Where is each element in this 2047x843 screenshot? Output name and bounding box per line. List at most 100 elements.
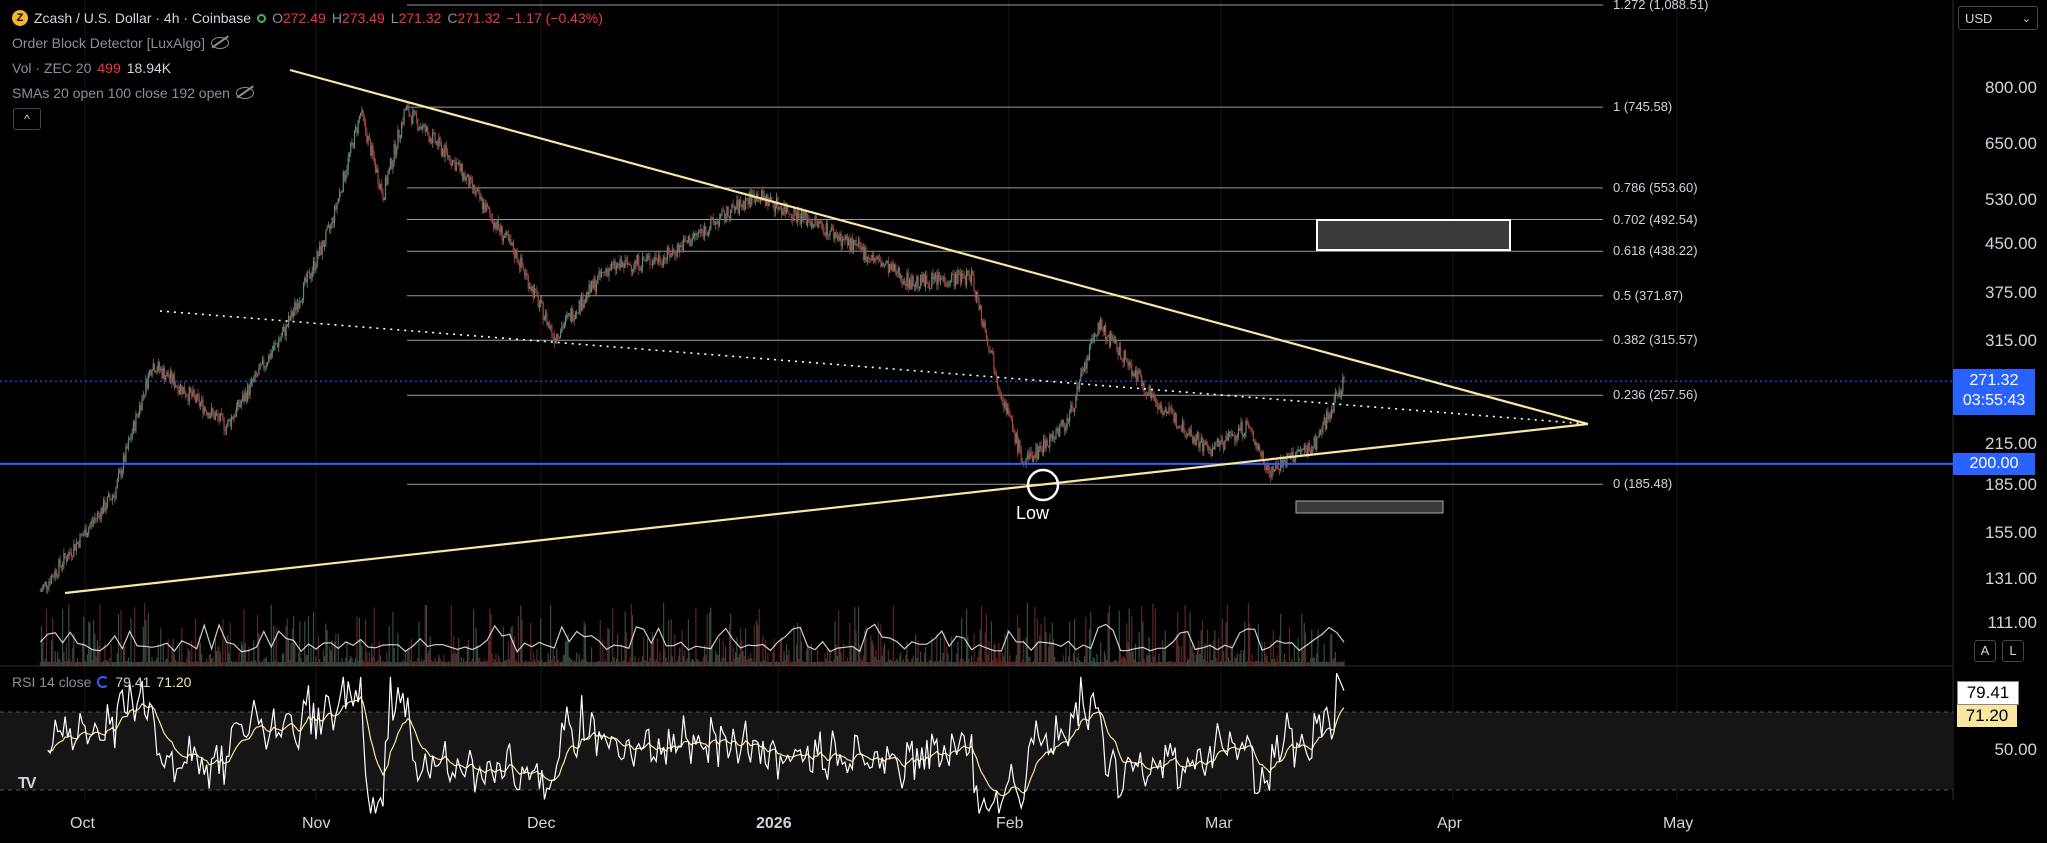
candle-body <box>55 569 58 576</box>
log-scale-button[interactable]: L <box>2002 640 2024 662</box>
collapse-legend-button[interactable]: ^ <box>13 108 41 130</box>
volume-bar <box>160 628 162 666</box>
order-block-legend[interactable]: Order Block Detector [LuxAlgo] <box>12 35 229 51</box>
candle-body <box>58 559 60 576</box>
volume-bar <box>600 661 603 666</box>
candle-body <box>1249 427 1251 429</box>
candle-body <box>1020 448 1022 463</box>
candle-body <box>623 262 625 268</box>
candle-body <box>926 275 928 284</box>
candle-body <box>666 247 668 260</box>
candle-body <box>193 390 195 396</box>
volume-bar <box>1102 661 1104 666</box>
candle-body <box>869 258 871 260</box>
candle-body <box>629 264 631 266</box>
rsi-legend[interactable]: RSI 14 close 79.41 71.20 <box>12 674 191 690</box>
auto-scale-button[interactable]: A <box>1974 640 1996 662</box>
volume-bar <box>466 644 469 666</box>
candle-body <box>253 377 255 383</box>
candle-body <box>301 299 303 302</box>
candle-body <box>366 131 368 143</box>
volume-bar <box>793 625 795 666</box>
candle-body <box>248 385 250 396</box>
rsi-line <box>47 672 1345 814</box>
candle-body <box>321 241 323 255</box>
candle-body <box>1114 340 1117 343</box>
candle-body <box>360 113 362 117</box>
volume-bar <box>686 658 688 666</box>
candle-body <box>1047 445 1050 448</box>
candle-body <box>378 183 380 189</box>
candle-body <box>816 220 819 228</box>
volume-bar <box>53 661 55 666</box>
volume-bar <box>425 604 428 666</box>
volume-legend[interactable]: Vol · ZEC 20 499 18.94K <box>12 60 171 76</box>
volume-bar <box>1240 650 1242 666</box>
candle-body <box>1328 414 1330 420</box>
volume-bar <box>367 662 369 666</box>
candle-body <box>790 214 793 219</box>
volume-bar <box>610 661 613 666</box>
candle-body <box>821 223 824 228</box>
candle-body <box>469 177 471 187</box>
currency-select[interactable]: USD ⌄ <box>1958 6 2038 30</box>
fib-level-label: 1.272 (1,088.51) <box>1613 0 1709 12</box>
volume-bar <box>648 661 650 666</box>
hidden-eye-icon[interactable] <box>210 37 229 49</box>
candle-body <box>297 303 300 309</box>
volume-bar <box>402 659 404 666</box>
candle-body <box>907 272 909 289</box>
candle-body <box>288 316 290 327</box>
candle-body <box>90 521 92 525</box>
volume-bar <box>521 619 523 666</box>
volume-bar <box>365 619 367 666</box>
candle-body <box>505 231 507 237</box>
volume-bar <box>1049 633 1051 666</box>
candle-body <box>583 303 585 308</box>
volume-bar <box>368 651 370 666</box>
volume-bar <box>851 661 853 666</box>
candle-body <box>836 236 839 238</box>
sma-legend[interactable]: SMAs 20 open 100 close 192 open <box>12 85 254 101</box>
candle-body <box>1278 469 1281 471</box>
symbol-title[interactable]: Zcash / U.S. Dollar · 4h · Coinbase <box>34 10 252 26</box>
volume-bar <box>1014 661 1016 666</box>
volume-bar <box>752 661 754 666</box>
volume-bar <box>433 660 435 666</box>
candle-body <box>1011 418 1014 430</box>
volume-bar <box>582 659 584 666</box>
candle-body <box>762 190 764 198</box>
candle-body <box>568 312 570 315</box>
candle-body <box>860 247 862 250</box>
candle-body <box>327 225 329 228</box>
candle-body <box>614 261 616 270</box>
sma-label: SMAs 20 open 100 close 192 open <box>12 85 230 101</box>
candle-body <box>1097 323 1099 335</box>
volume-bar <box>216 650 218 666</box>
candle-body <box>1116 340 1118 350</box>
volume-bar <box>1292 661 1294 666</box>
candle-body <box>1191 436 1194 443</box>
volume-bar <box>377 660 379 666</box>
volume-value-1: 499 <box>97 60 121 76</box>
volume-bar <box>767 652 769 666</box>
candle-body <box>96 513 99 519</box>
volume-bar <box>973 633 975 666</box>
volume-bar <box>136 661 138 666</box>
volume-bar <box>435 661 437 666</box>
candle-body <box>1056 428 1058 431</box>
volume-bar <box>1307 661 1309 666</box>
candle-body <box>160 368 162 370</box>
candle-body <box>1139 370 1142 376</box>
volume-bar <box>820 661 822 666</box>
volume-bar <box>659 651 661 666</box>
volume-bar <box>1257 624 1259 666</box>
current-price-tag: 271.32 03:55:43 <box>1953 369 2035 415</box>
volume-bar <box>1209 643 1211 666</box>
volume-bar <box>48 661 50 666</box>
hidden-eye-icon[interactable] <box>235 87 254 99</box>
candle-body <box>994 371 996 375</box>
volume-bar <box>1054 656 1056 666</box>
